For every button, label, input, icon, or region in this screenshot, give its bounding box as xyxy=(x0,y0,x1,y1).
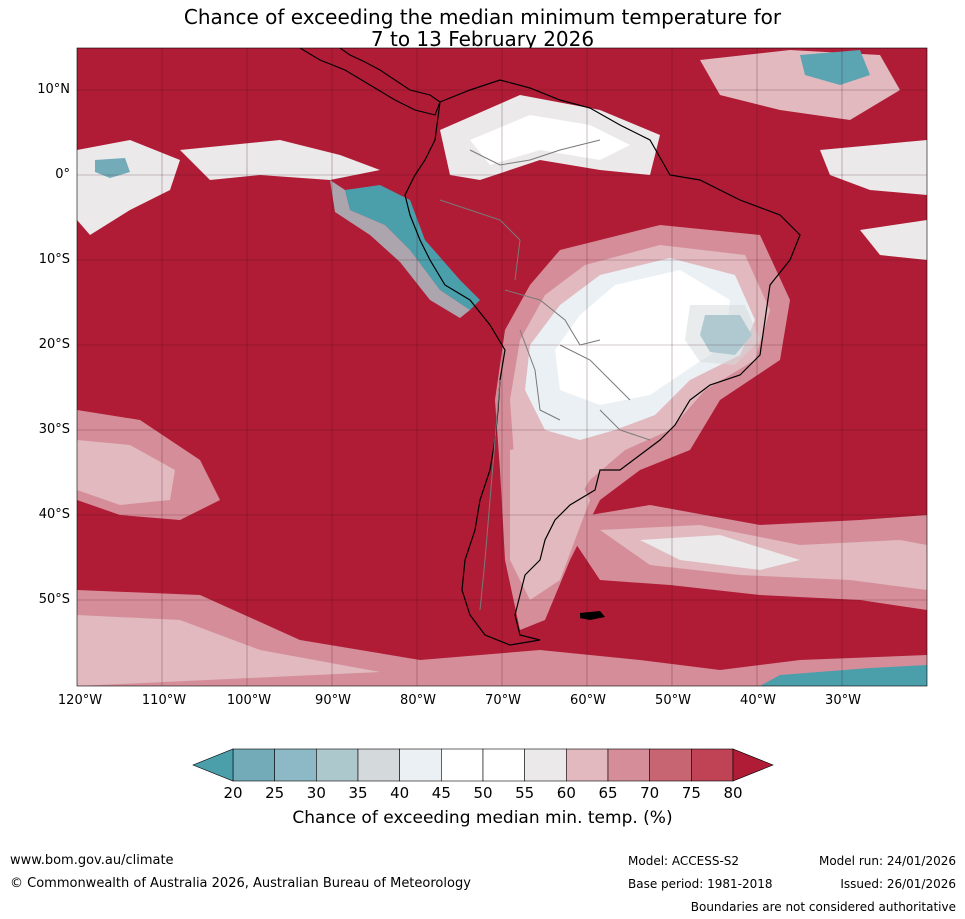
lon-label-40w: 40°W xyxy=(740,693,776,708)
colorbar-tick-label: 25 xyxy=(265,784,285,802)
region-brazil-grey xyxy=(685,305,760,365)
footer-model-run: Model run: 24/01/2026 xyxy=(818,854,956,868)
lon-label-110w: 110°W xyxy=(141,693,187,708)
region-peru-light xyxy=(330,180,470,318)
colorbar-cell xyxy=(274,748,317,782)
colorbar-cells xyxy=(232,748,734,782)
colorbar-cell xyxy=(566,748,609,782)
colorbar-tick-label: 65 xyxy=(598,784,618,802)
colorbar-cell xyxy=(482,748,525,782)
region-pacific-white2 xyxy=(180,140,380,180)
coastline-central-america xyxy=(299,48,441,116)
colorbar-tick-label: 45 xyxy=(431,784,451,802)
colorbar-tick-label: 35 xyxy=(348,784,368,802)
lon-label-100w: 100°W xyxy=(226,693,272,708)
coastline-south-america xyxy=(404,79,801,646)
colorbar-cell xyxy=(232,748,275,782)
footer-base-period: Base period: 1981-2018 xyxy=(628,877,773,891)
colorbar-label: Chance of exceeding median min. temp. (%… xyxy=(292,808,673,828)
colorbar-tick-label: 30 xyxy=(306,784,326,802)
lat-label-20s: 20°S xyxy=(38,337,70,352)
region-peru-blue xyxy=(345,185,480,310)
colorbar-cell xyxy=(357,748,400,782)
lat-label-10n: 10°N xyxy=(37,82,70,97)
lat-label-30s: 30°S xyxy=(38,422,70,437)
lon-label-80w: 80°W xyxy=(400,693,436,708)
lat-label-50s: 50°S xyxy=(38,592,70,607)
lat-label-0: 0° xyxy=(55,167,70,182)
region-pacific-blue xyxy=(95,158,130,178)
lon-label-120w: 120°W xyxy=(57,693,103,708)
region-atlantic-white2 xyxy=(860,220,927,260)
colorbar-tick-label: 55 xyxy=(515,784,535,802)
colorbar-tick-label: 80 xyxy=(723,784,743,802)
falkland-islands xyxy=(580,611,605,620)
colorbar-cell xyxy=(607,748,650,782)
region-s-atlantic-white xyxy=(640,535,800,570)
lon-label-90w: 90°W xyxy=(315,693,351,708)
colorbar-cell xyxy=(524,748,567,782)
colorbar-cell xyxy=(649,748,692,782)
chart-title-line2: 7 to 13 February 2026 xyxy=(370,27,595,51)
region-patagonia xyxy=(510,440,590,600)
lon-label-70w: 70°W xyxy=(485,693,521,708)
colorbar-cell xyxy=(441,748,484,782)
colorbar-cell xyxy=(399,748,442,782)
region-north-core xyxy=(470,115,630,165)
chart-title-line1: Chance of exceeding the median minimum t… xyxy=(183,5,782,29)
lat-label-40s: 40°S xyxy=(38,507,70,522)
country-borders xyxy=(439,139,651,611)
colorbar-tick-label: 20 xyxy=(223,784,243,802)
colorbar-above-arrow xyxy=(732,748,774,782)
region-brazil-core xyxy=(555,270,730,405)
footer-model: Model: ACCESS-S2 xyxy=(628,854,740,868)
footer-copyright: © Commonwealth of Australia 2026, Austra… xyxy=(10,876,471,891)
colorbar-cell xyxy=(316,748,359,782)
lat-label-10s: 10°S xyxy=(38,252,70,267)
colorbar-below-arrow xyxy=(192,748,234,782)
region-s-pacific-light xyxy=(77,615,380,686)
lon-label-60w: 60°W xyxy=(570,693,606,708)
region-atlantic-white xyxy=(820,140,927,195)
footer-url[interactable]: www.bom.gov.au/climate xyxy=(10,853,174,868)
region-ne-blue xyxy=(800,50,870,85)
region-se-pacific-light xyxy=(77,440,175,505)
lon-label-30w: 30°W xyxy=(825,693,861,708)
footer-disclaimer: Boundaries are not considered authoritat… xyxy=(690,900,956,914)
lon-label-50w: 50°W xyxy=(655,693,691,708)
colorbar-cell xyxy=(691,748,734,782)
colorbar-tick-label: 75 xyxy=(681,784,701,802)
region-antarctic-blue xyxy=(760,665,927,686)
colorbar-tick-label: 40 xyxy=(390,784,410,802)
colorbar-tick-label: 70 xyxy=(640,784,660,802)
colorbar-tick-label: 60 xyxy=(556,784,576,802)
colorbar-tick-label: 50 xyxy=(473,784,493,802)
footer-issued: Issued: 26/01/2026 xyxy=(840,877,956,891)
